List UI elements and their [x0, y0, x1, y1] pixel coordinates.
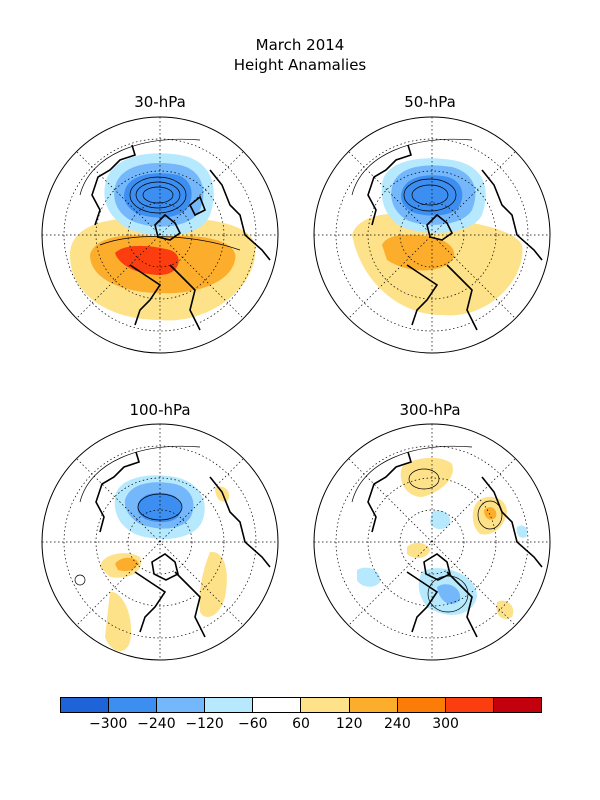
negative-anomaly-darkblue [401, 175, 463, 216]
latitude-circles [42, 424, 278, 660]
colorbar-tick-label: 60 [292, 716, 310, 732]
positive-anomaly-yellow-pacific [105, 591, 131, 652]
colorbar-swatch [349, 698, 398, 712]
map-100hpa [41, 423, 279, 661]
colorbar-tick-label: 300 [432, 716, 459, 732]
colorbar [60, 697, 542, 713]
colorbar-tick-label: 120 [335, 716, 363, 732]
coastlines [91, 144, 271, 331]
colorbar-swatch [253, 698, 302, 712]
panel-label-100hpa: 100-hPa [129, 401, 191, 419]
coastlines [95, 451, 271, 638]
negative-anomaly-lightblue-east [516, 525, 528, 538]
positive-anomaly-orange [115, 557, 138, 572]
contour-lines [351, 138, 473, 212]
positive-anomaly-yellow-center [407, 542, 430, 559]
negative-anomaly-lightblue-center [430, 510, 451, 530]
latitude-circles [42, 117, 278, 353]
positive-anomaly-yellow-north [400, 457, 453, 497]
positive-anomaly-yellow-southeast [496, 600, 514, 619]
positive-anomaly-orange-east [484, 507, 497, 520]
colorbar-swatch [157, 698, 206, 712]
positive-anomaly-orange [382, 234, 455, 271]
map-50hpa [313, 116, 551, 354]
colorbar-swatch [493, 698, 541, 712]
colorbar-tick-label: −300 [88, 716, 128, 732]
negative-anomaly-darkblue [124, 173, 192, 218]
coastlines [367, 451, 543, 638]
latitude-circles [314, 117, 550, 353]
contour-lines [79, 138, 241, 251]
figure-subtitle: Height Anamalies [233, 56, 367, 74]
colorbar-swatch [205, 698, 254, 712]
negative-anomaly-lightblue-west [357, 567, 381, 587]
colorbar-tick-label: 240 [384, 716, 411, 732]
positive-anomaly-yellow-east [199, 551, 227, 617]
negative-anomaly-darkblue [137, 492, 182, 523]
panel-label-300hpa: 300-hPa [399, 401, 461, 419]
colorbar-swatch [397, 698, 446, 712]
negative-anomaly-blue-south [437, 584, 461, 604]
latitude-circles [314, 424, 550, 660]
figure-title: March 2014 [255, 36, 345, 54]
colorbar-swatch [445, 698, 494, 712]
colorbar-tick-label: −60 [238, 716, 268, 732]
positive-anomaly-red [115, 245, 179, 275]
colorbar-swatch [109, 698, 158, 712]
panel-label-30hpa: 30-hPa [134, 93, 186, 111]
panel-label-50hpa: 50-hPa [404, 93, 456, 111]
map-30hpa [41, 116, 279, 354]
colorbar-swatch [61, 698, 110, 712]
colorbar-swatch [301, 698, 350, 712]
colorbar-tick-label: −240 [137, 716, 176, 732]
colorbar-tick-label: −120 [185, 716, 224, 732]
map-300hpa [313, 423, 551, 661]
coastlines [367, 144, 543, 331]
